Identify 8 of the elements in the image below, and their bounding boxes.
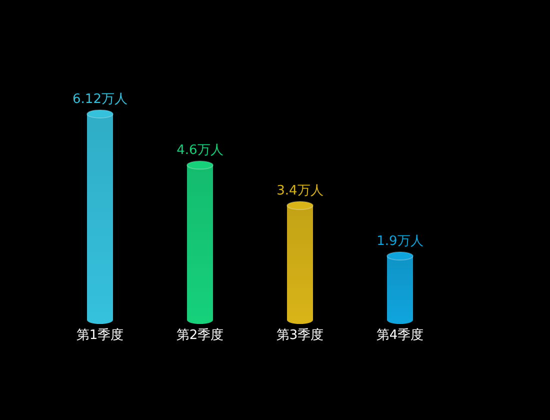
data-label: 1.9万人 [376, 234, 424, 250]
x-tick-label: 第2季度 [176, 327, 224, 343]
data-label: 4.6万人 [176, 143, 224, 158]
x-tick-label: 第3季度 [276, 327, 324, 343]
x-tick-label: 第1季度 [76, 327, 124, 343]
data-label: 6.12万人 [72, 92, 128, 107]
data-label: 3.4万人 [276, 184, 324, 199]
x-tick-label: 第4季度 [376, 327, 424, 343]
